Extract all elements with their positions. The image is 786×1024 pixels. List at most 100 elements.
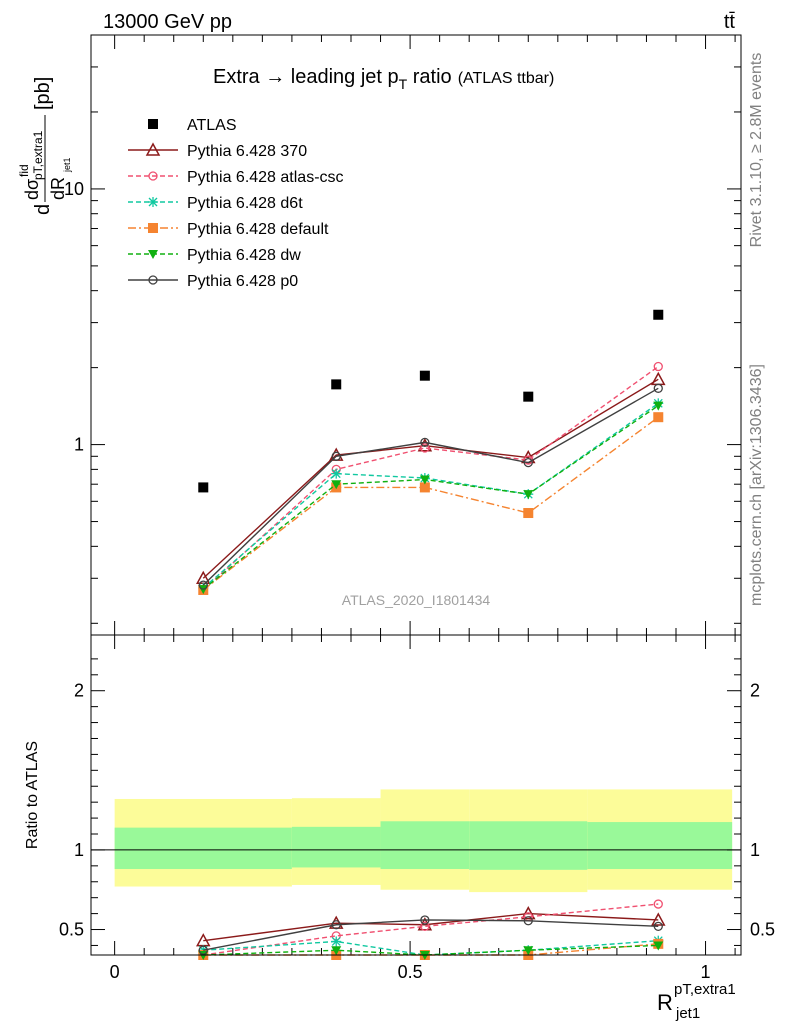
ratio-y-axis-label: Ratio to ATLAS	[24, 741, 41, 849]
ratio-point-5-2	[420, 915, 430, 925]
ratio-point-4-3	[523, 946, 534, 956]
ratio-point-0-3	[521, 906, 536, 920]
legend-marker-5	[148, 250, 158, 259]
legend-marker-0	[148, 119, 158, 129]
data-point-5-2	[419, 475, 430, 485]
y-tick-label: 10	[64, 179, 84, 199]
y-tick-label: 1	[74, 435, 84, 455]
legend-entry-1: Pythia 6.428 370	[128, 142, 307, 160]
ratio-point-4-4	[653, 941, 664, 951]
data-point-6-4	[653, 383, 663, 393]
x-axis-label: R pT,extra1 jet1	[657, 981, 736, 1022]
legend-label-0: ATLAS	[187, 117, 237, 134]
data-point-3-1	[331, 468, 342, 479]
svg-text:jet1: jet1	[675, 1005, 700, 1022]
green-band-2	[380, 821, 470, 870]
legend-marker-2	[148, 171, 158, 181]
svg-text:dR: dR	[48, 177, 68, 200]
svg-text:[pb]: [pb]	[32, 77, 54, 110]
ratio-line-4	[203, 944, 659, 956]
ratio-point-0-4	[651, 912, 666, 926]
series-line-1	[202, 378, 659, 579]
series-line-5	[202, 405, 659, 590]
ratio-y-tick-label: 0.5	[59, 920, 84, 940]
ratio-y-tick-label-right: 1	[750, 840, 760, 860]
ratio-y-tick-label-right: 0.5	[750, 920, 775, 940]
data-point-2-2	[420, 443, 430, 453]
data-point-5-4	[653, 401, 664, 411]
ratio-y-tick-label: 2	[74, 681, 84, 701]
data-point-6-1	[331, 451, 341, 461]
series-line-6	[202, 387, 659, 586]
svg-text:R: R	[657, 990, 673, 1015]
legend-label-1: Pythia 6.428 370	[187, 143, 307, 160]
x-tick-label: 0	[110, 962, 120, 982]
data-point-1-4	[651, 371, 666, 386]
ratio-line-2	[203, 939, 659, 956]
legend-marker-3	[148, 197, 158, 207]
main-panel-ticks: 1 10	[64, 34, 741, 635]
svg-text:fid: fid	[17, 164, 31, 177]
ratio-point-5-1	[331, 920, 341, 930]
source-label: mcplots.cern.ch [arXiv:1306.3436]	[748, 364, 765, 606]
legend-entry-0: ATLAS	[148, 117, 237, 134]
svg-text:pT,extra1: pT,extra1	[674, 981, 736, 998]
ratio-point-2-1	[331, 936, 342, 947]
x-tick-label: 0.5	[398, 962, 423, 982]
ratio-point-5-0	[198, 945, 208, 955]
series-line-3	[202, 402, 659, 589]
series-line-2	[202, 365, 659, 591]
main-y-axis-label: d dσ fid dR pT,extra1 jet1 [pb]	[17, 77, 72, 215]
data-point-6-0	[198, 580, 208, 590]
green-band-0	[114, 827, 292, 870]
legend-label-2: Pythia 6.428 atlas-csc	[187, 169, 344, 186]
ratio-point-4-1	[331, 946, 342, 956]
data-point-0-1	[331, 379, 342, 390]
green-band-4	[587, 822, 733, 870]
ratio-y-tick-label: 1	[74, 840, 84, 860]
svg-text:jet1: jet1	[62, 157, 72, 173]
data-point-5-1	[331, 480, 342, 490]
ratio-point-5-4	[653, 921, 663, 931]
data-point-4-2	[419, 482, 430, 493]
ratio-panel-series	[196, 899, 666, 960]
data-point-0-2	[419, 370, 430, 381]
legend-label-6: Pythia 6.428 p0	[187, 273, 298, 290]
svg-text:dσ: dσ	[22, 179, 42, 200]
data-point-6-3	[523, 457, 533, 468]
rivet-label: Rivet 3.1.10, ≥ 2.8M events	[748, 53, 765, 248]
data-point-0-3	[523, 391, 534, 402]
data-point-4-3	[523, 508, 534, 519]
ratio-line-0	[203, 912, 659, 942]
ratio-panel-frame	[90, 634, 742, 956]
ratio-line-3	[203, 943, 659, 956]
data-point-2-4	[653, 361, 663, 372]
plot-title: Extra → leading jet pT ratio (ATLAS ttbar…	[213, 66, 554, 92]
legend-entry-6: Pythia 6.428 p0	[128, 273, 298, 290]
svg-text:pT,extra1: pT,extra1	[31, 130, 45, 180]
data-point-4-4	[653, 412, 664, 423]
ratio-point-1-2	[420, 921, 430, 931]
main-panel-series	[196, 309, 666, 595]
process-label: tt̄	[724, 11, 736, 33]
data-point-0-4	[653, 309, 664, 320]
data-point-6-2	[420, 437, 430, 448]
analysis-watermark: ATLAS_2020_I1801434	[342, 592, 491, 608]
ratio-panel-ticks: 0.5 0.5 1 1 2 2 0 0.5 1	[59, 635, 775, 982]
x-tick-label: 1	[701, 962, 711, 982]
legend-marker-4	[148, 223, 158, 233]
data-point-5-3	[523, 490, 534, 500]
ratio-point-5-3	[523, 916, 533, 926]
legend-marker-6	[148, 275, 158, 285]
svg-text:d: d	[32, 204, 54, 215]
legend-marker-1	[145, 142, 161, 156]
legend-label-3: Pythia 6.428 d6t	[187, 195, 303, 212]
legend-entry-2: Pythia 6.428 atlas-csc	[128, 169, 344, 186]
ratio-line-5	[203, 919, 659, 951]
ratio-point-1-4	[653, 899, 663, 909]
energy-label: 13000 GeV pp	[103, 11, 232, 33]
legend-label-4: Pythia 6.428 default	[187, 221, 329, 238]
green-band-3	[469, 821, 588, 870]
ratio-bands	[91, 789, 741, 893]
legend: ATLAS Pythia 6.428 370 Pythia 6.428 atlas-…	[128, 117, 344, 290]
